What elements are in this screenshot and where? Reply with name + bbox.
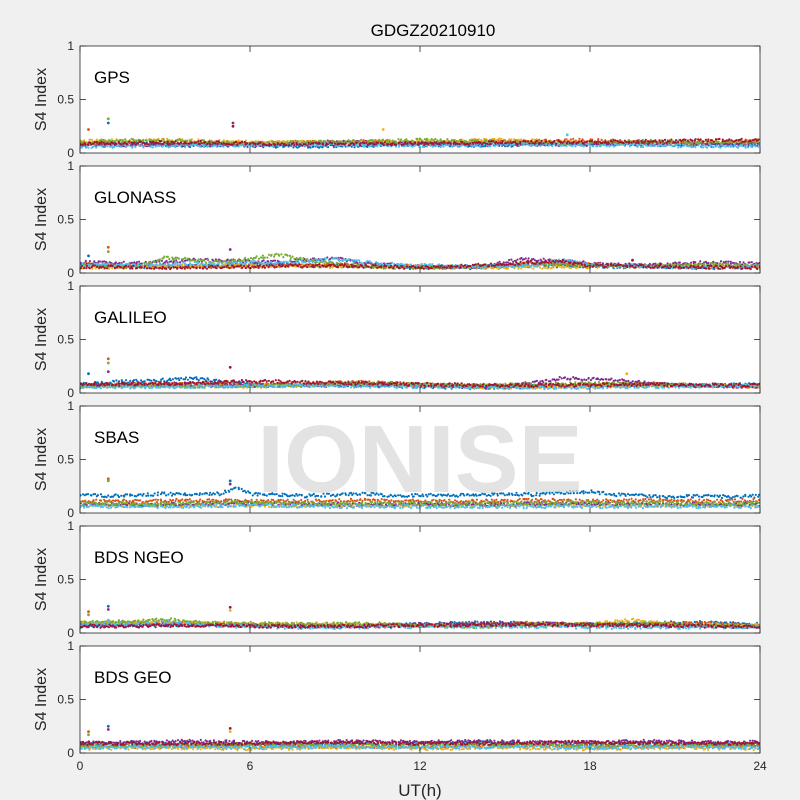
panel-glonass-spike-point: [107, 250, 110, 253]
panel-glonass-ytick-label: 1: [67, 159, 74, 173]
panel-bds-ngeo-label: BDS NGEO: [94, 548, 184, 567]
panel-bds-geo-label: BDS GEO: [94, 668, 171, 687]
panel-sbas-ytick-label: 1: [67, 399, 74, 413]
panel-galileo-label: GALILEO: [94, 308, 167, 327]
panel-glonass-plot-area: [80, 166, 760, 273]
panel-sbas-label: SBAS: [94, 428, 139, 447]
panel-gps-plot-area: [80, 46, 760, 153]
panel-sbas-spike-point: [107, 480, 110, 483]
panel-bds-geo-spike-point: [87, 730, 90, 733]
chart-title: GDGZ20210910: [371, 21, 496, 40]
panel-galileo-spike-point: [625, 372, 628, 375]
panel-gps-spike-point: [566, 133, 569, 136]
panel-bds-ngeo-spike-point: [107, 605, 110, 608]
panel-bds-geo-ytick-label: 0: [67, 746, 74, 760]
panel-bds-ngeo-ytick-label: 0.5: [57, 573, 74, 587]
panel-sbas-ytick-label: 0.5: [57, 453, 74, 467]
panel-bds-ngeo-plot-area: [80, 526, 760, 633]
panel-glonass-label: GLONASS: [94, 188, 176, 207]
panel-sbas-ytick-label: 0: [67, 506, 74, 520]
panel-bds-geo: 0 0.5 1 S4 Index BDS GEO 0 6 12 18 24: [33, 639, 767, 773]
panel-gps-ytick-label: 0.5: [57, 93, 74, 107]
x-axis-label: UT(h): [398, 781, 441, 800]
panel-bds-geo-spike-point: [87, 733, 90, 736]
ionise-watermark: IONISE: [257, 406, 582, 513]
panel-gps: 0 0.5 1 S4 Index GPS: [33, 39, 761, 160]
panel-bds-ngeo-ytick-label: 1: [67, 519, 74, 533]
xtick-label: 0: [77, 759, 84, 773]
panel-galileo-spike-point: [87, 372, 90, 375]
panel-glonass: 0 0.5 1 S4 Index GLONASS: [33, 159, 761, 280]
panel-gps-ylabel: S4 Index: [33, 68, 50, 131]
panel-galileo-ytick-label: 1: [67, 279, 74, 293]
panel-glonass-spike-point: [107, 246, 110, 249]
panel-galileo-spike-point: [107, 362, 110, 365]
panel-bds-ngeo-spike-point: [107, 619, 110, 622]
panel-galileo: 0 0.5 1 S4 Index GALILEO: [33, 279, 761, 400]
panel-sbas-spike-point: [229, 480, 232, 483]
panel-gps-spike-point: [107, 122, 110, 125]
panel-bds-geo-spike-point: [107, 728, 110, 731]
panel-bds-ngeo: 0 0.5 1 S4 Index BDS NGEO: [33, 519, 760, 640]
xtick-label: 18: [583, 759, 597, 773]
panel-galileo-ylabel: S4 Index: [33, 308, 50, 371]
panel-bds-ngeo-spike-point: [229, 606, 232, 609]
panel-glonass-spike-point: [229, 248, 232, 251]
panel-sbas-ylabel: S4 Index: [33, 428, 50, 491]
panel-bds-ngeo-ytick-label: 0: [67, 626, 74, 640]
panel-glonass-spike-point: [87, 255, 90, 258]
panel-bds-geo-ylabel: S4 Index: [33, 668, 50, 731]
panel-glonass-spike-point: [631, 259, 634, 262]
panel-galileo-plot-area: [80, 286, 760, 393]
xtick-label: 6: [247, 759, 254, 773]
panel-gps-label: GPS: [94, 68, 130, 87]
panel-galileo-ytick-label: 0.5: [57, 333, 74, 347]
panel-galileo-spike-point: [229, 366, 232, 369]
xtick-label: 24: [753, 759, 767, 773]
panel-bds-geo-spike-point: [229, 727, 232, 730]
panel-bds-geo-ytick-label: 1: [67, 639, 74, 653]
panel-bds-ngeo-ylabel: S4 Index: [33, 548, 50, 611]
panel-bds-geo-spike-point: [229, 730, 232, 733]
panel-gps-spike-point: [232, 122, 235, 125]
panel-gps-spike-point: [382, 128, 385, 131]
panel-bds-geo-spike-point: [107, 725, 110, 728]
panel-gps-spike-point: [107, 117, 110, 120]
xtick-label: 12: [413, 759, 427, 773]
panel-gps-spike-point: [87, 128, 90, 131]
panel-bds-ngeo-spike-point: [107, 608, 110, 611]
panel-glonass-ytick-label: 0.5: [57, 213, 74, 227]
panel-bds-ngeo-spike-point: [87, 610, 90, 613]
panel-sbas-spike-point: [229, 483, 232, 486]
panel-galileo-ytick-label: 0: [67, 386, 74, 400]
panel-gps-spike-point: [232, 125, 235, 128]
panel-gps-ytick-label: 0: [67, 146, 74, 160]
panel-bds-geo-plot-area: [80, 646, 760, 753]
panel-glonass-ylabel: S4 Index: [33, 188, 50, 251]
panel-glonass-ytick-label: 0: [67, 266, 74, 280]
panel-gps-ytick-label: 1: [67, 39, 74, 53]
panel-bds-ngeo-spike-point: [87, 613, 90, 616]
panel-galileo-spike-point: [107, 370, 110, 373]
panel-bds-geo-ytick-label: 0.5: [57, 693, 74, 707]
panel-galileo-spike-point: [107, 357, 110, 360]
panel-bds-ngeo-spike-point: [229, 609, 232, 612]
